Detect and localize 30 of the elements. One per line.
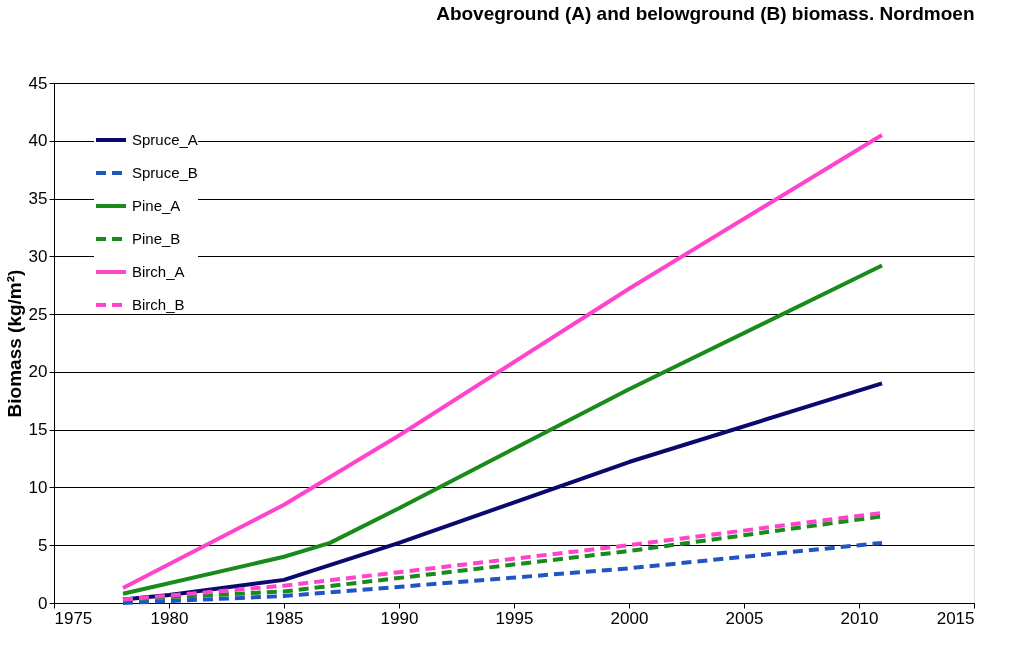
y-tick-label: 0 (38, 593, 48, 613)
legend-label: Spruce_B (132, 164, 198, 181)
line-series (121, 263, 884, 596)
legend-label: Pine_A (132, 197, 181, 214)
line-series (121, 540, 884, 605)
chart-title: Aboveground (A) and belowground (B) biomass. Nordmoen (436, 3, 975, 24)
y-tick-label: 10 (28, 477, 48, 497)
y-axis-title: Biomass (kg/m²) (3, 269, 25, 418)
x-tick-label: 1975 (54, 608, 93, 628)
x-tick-label: 2005 (725, 608, 764, 628)
x-tick-label: 1985 (265, 608, 304, 628)
y-tick-label: 35 (28, 189, 48, 209)
x-tick-label: 2010 (840, 608, 879, 628)
x-tick-label: 1980 (150, 608, 189, 628)
legend-label: Birch_A (132, 263, 185, 280)
y-tick-label: 45 (28, 73, 48, 93)
y-tick-label: 15 (28, 420, 48, 440)
x-tick-label: 2000 (610, 608, 649, 628)
legend-label: Pine_B (132, 230, 181, 247)
y-tick-label: 5 (38, 535, 48, 555)
y-tick-label: 20 (28, 362, 48, 382)
y-tick-label: 25 (28, 304, 48, 324)
legend-label: Birch_B (132, 296, 185, 313)
x-tick-label: 2015 (936, 608, 975, 628)
x-tick-label: 1995 (495, 608, 534, 628)
y-tick-label: 40 (28, 131, 48, 151)
line-series (121, 133, 884, 590)
legend-label: Spruce_A (132, 131, 198, 148)
x-tick-label: 1990 (380, 608, 419, 628)
y-tick-label: 30 (28, 246, 48, 266)
